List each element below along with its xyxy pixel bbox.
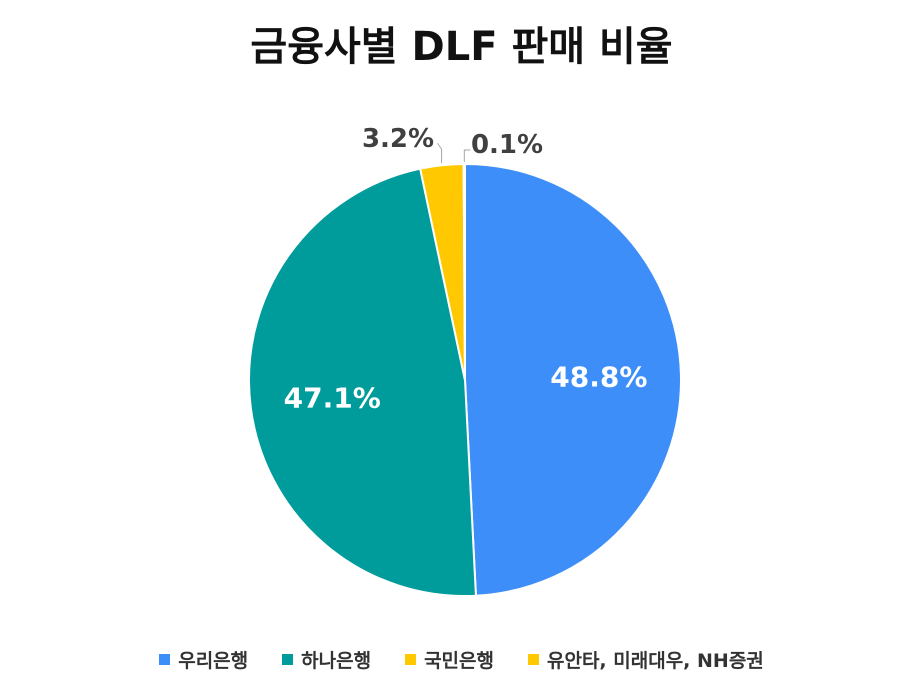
- pie-slice-3: [462, 162, 466, 381]
- legend-item-woori: 우리은행: [159, 646, 248, 673]
- pie-slice-0: [464, 162, 683, 597]
- legend-item-kookmin: 국민은행: [405, 646, 494, 673]
- legend: 우리은행 하나은행 국민은행 유안타, 미래대우, NH증권: [0, 646, 923, 673]
- legend-swatch: [159, 654, 171, 665]
- pie-slice-1: [248, 167, 477, 597]
- data-label-2: 3.2%: [362, 124, 434, 154]
- legend-label: 유안타, 미래대우, NH증권: [546, 650, 764, 672]
- legend-label: 하나은행: [301, 650, 372, 672]
- legend-swatch: [405, 654, 417, 665]
- data-label-3: 0.1%: [471, 130, 543, 160]
- legend-item-hana: 하나은행: [282, 646, 371, 673]
- leader-line-2: [437, 142, 443, 164]
- legend-label: 우리은행: [178, 650, 249, 672]
- legend-item-securities: 유안타, 미래대우, NH증권: [527, 646, 764, 673]
- data-label-1: 47.1%: [284, 381, 381, 414]
- legend-swatch: [282, 654, 294, 665]
- data-label-0: 48.8%: [550, 361, 647, 394]
- leader-line-3: [463, 149, 471, 163]
- legend-swatch: [527, 654, 539, 665]
- legend-label: 국민은행: [424, 650, 494, 672]
- chart-title: 금융사별 DLF 판매 비율: [250, 24, 673, 70]
